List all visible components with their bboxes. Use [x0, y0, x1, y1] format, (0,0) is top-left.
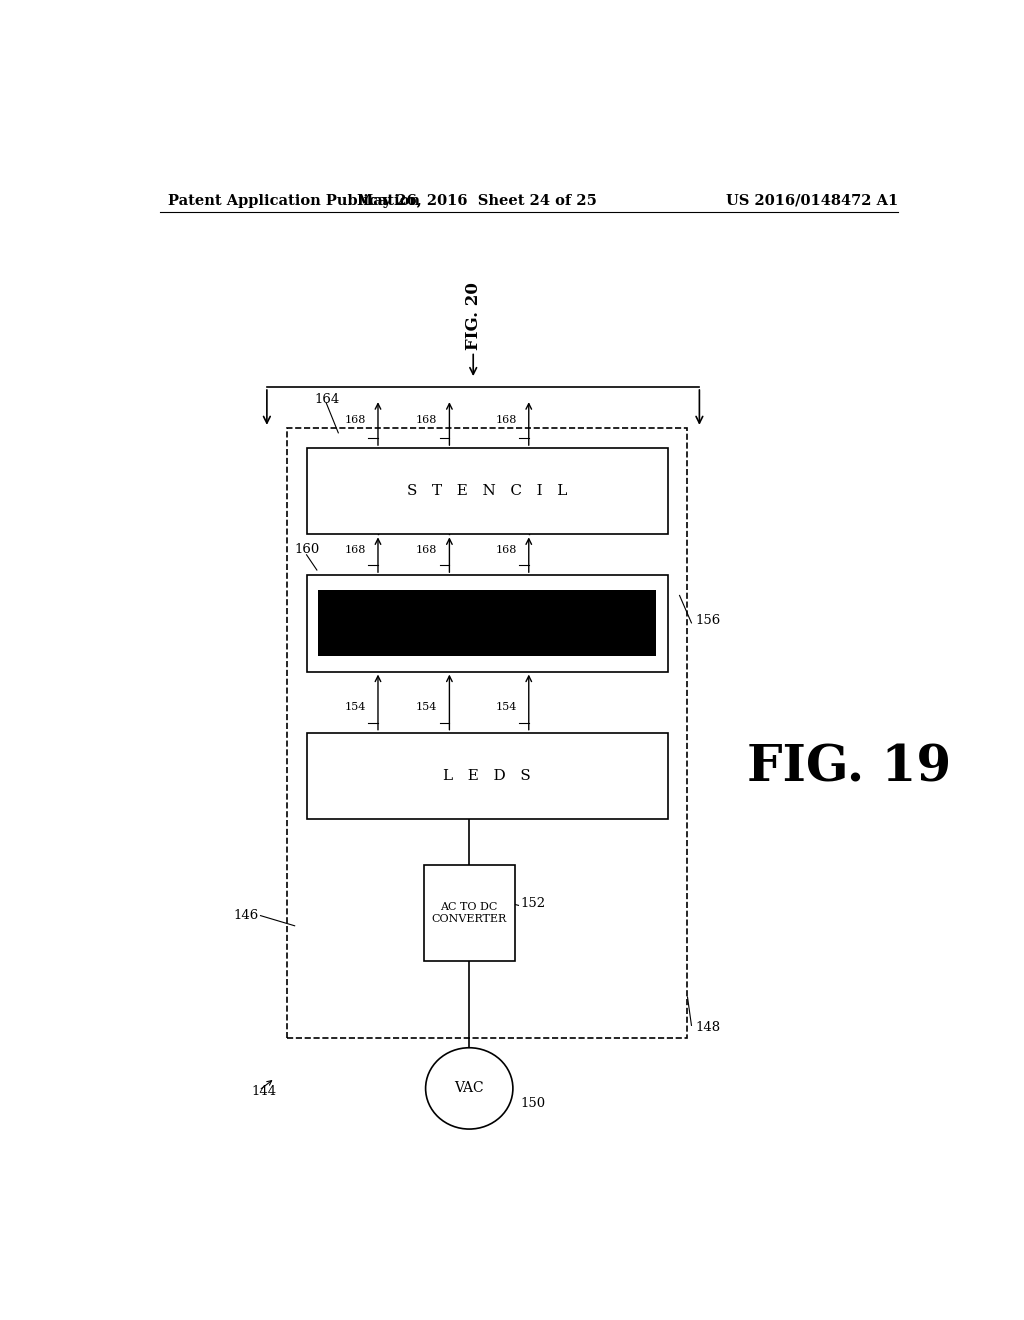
- Text: 148: 148: [695, 1020, 721, 1034]
- Ellipse shape: [426, 1048, 513, 1129]
- Text: 168: 168: [345, 545, 366, 554]
- Text: 146: 146: [233, 909, 259, 923]
- Text: 164: 164: [314, 393, 340, 405]
- Text: 156: 156: [695, 614, 721, 627]
- Text: FIG. 20: FIG. 20: [465, 282, 481, 350]
- Text: 168: 168: [416, 414, 437, 425]
- Text: 160: 160: [295, 544, 319, 556]
- Text: 144: 144: [251, 1085, 276, 1098]
- Text: FIG. 19: FIG. 19: [748, 743, 951, 793]
- Bar: [318, 590, 655, 656]
- Text: 150: 150: [521, 1097, 546, 1110]
- Text: 154: 154: [416, 702, 437, 713]
- Text: 168: 168: [496, 545, 517, 554]
- Text: 154: 154: [496, 702, 517, 713]
- Text: 168: 168: [496, 414, 517, 425]
- Text: 168: 168: [345, 414, 366, 425]
- Bar: [287, 428, 687, 1038]
- Bar: [424, 865, 515, 961]
- Text: May 26, 2016  Sheet 24 of 25: May 26, 2016 Sheet 24 of 25: [357, 194, 597, 209]
- Text: S   T   E   N   C   I   L: S T E N C I L: [407, 484, 567, 498]
- Text: US 2016/0148472 A1: US 2016/0148472 A1: [726, 194, 898, 209]
- Text: 168: 168: [416, 545, 437, 554]
- Bar: [306, 733, 668, 818]
- Bar: [306, 576, 668, 672]
- Text: VAC: VAC: [455, 1081, 484, 1096]
- Text: AC TO DC
CONVERTER: AC TO DC CONVERTER: [432, 903, 507, 924]
- Text: 152: 152: [521, 896, 546, 909]
- Bar: [306, 447, 668, 535]
- Text: 154: 154: [345, 702, 366, 713]
- Text: Patent Application Publication: Patent Application Publication: [168, 194, 420, 209]
- Text: L   E   D   S: L E D S: [443, 768, 531, 783]
